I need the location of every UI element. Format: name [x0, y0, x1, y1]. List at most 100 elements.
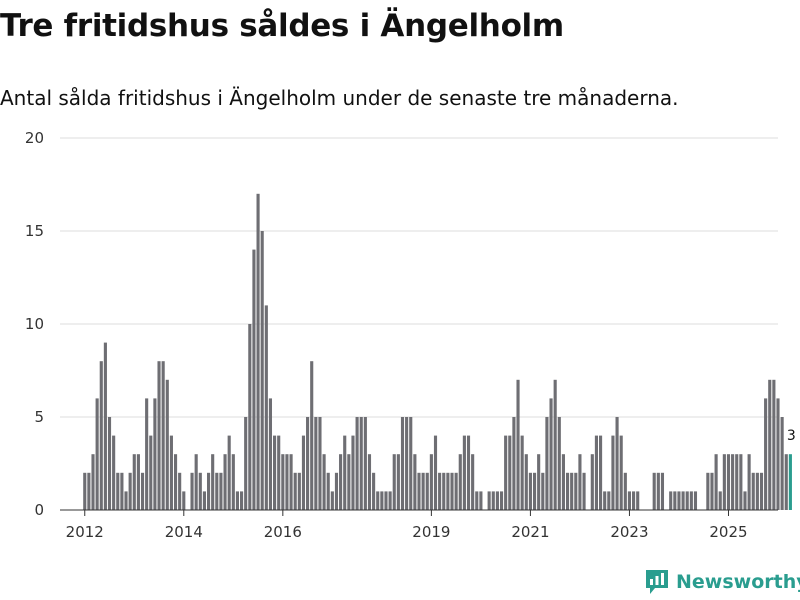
bar [367, 454, 372, 510]
bar [235, 491, 239, 510]
bar [83, 472, 87, 510]
x-tick-label: 2012 [66, 523, 104, 541]
bar [677, 491, 681, 510]
bar [310, 361, 314, 510]
bar [182, 491, 186, 510]
bar [532, 472, 537, 510]
bar [326, 472, 330, 510]
bar [264, 305, 268, 510]
bar [714, 454, 718, 510]
bar [417, 472, 421, 510]
bar [429, 454, 433, 510]
bar [380, 491, 384, 510]
newsworthy-logo-icon [646, 570, 668, 594]
bar [140, 472, 145, 510]
bar [504, 435, 508, 510]
bar [693, 491, 698, 510]
bar [421, 472, 425, 510]
bar [153, 398, 157, 510]
bar [107, 417, 112, 510]
x-tick-label: 2025 [709, 523, 747, 541]
bars [83, 193, 792, 511]
bar [256, 193, 260, 511]
bar [351, 435, 355, 510]
bar [355, 417, 359, 510]
bar [660, 472, 665, 510]
bar [491, 491, 495, 510]
chart-title: Tre fritidshus såldes i Ängelholm [0, 8, 564, 44]
bar [285, 454, 289, 510]
bar [91, 454, 95, 510]
bar [619, 435, 623, 510]
bar [268, 398, 273, 510]
bar [776, 398, 780, 510]
bar [194, 454, 198, 510]
bar [553, 379, 557, 510]
bar [281, 454, 285, 510]
bar [466, 435, 471, 510]
bar [479, 491, 483, 510]
bar [450, 472, 454, 510]
bar [508, 435, 512, 510]
bar [190, 472, 194, 510]
bar [173, 454, 178, 510]
bar [347, 454, 351, 510]
x-tick-label: 2014 [165, 523, 203, 541]
y-tick-label: 10 [25, 315, 44, 333]
x-tick-label: 2019 [412, 523, 450, 541]
bar [322, 454, 326, 510]
bar [372, 472, 376, 510]
bar [223, 454, 227, 510]
bar [537, 454, 541, 510]
bar [306, 417, 310, 510]
bar [574, 472, 578, 510]
bar [520, 435, 524, 510]
bar [582, 472, 586, 510]
bar [240, 491, 244, 510]
y-tick-label: 15 [25, 222, 44, 240]
bar [590, 454, 594, 510]
bar [384, 491, 388, 510]
bar [112, 435, 116, 510]
bar [545, 417, 549, 510]
bar [297, 472, 301, 510]
chart-subtitle: Antal sålda fritidshus i Ängelholm under… [0, 86, 679, 110]
bar [739, 454, 743, 510]
bar [409, 417, 413, 510]
bar [149, 435, 153, 510]
bar [565, 472, 570, 510]
bar [611, 435, 615, 510]
bar [260, 231, 264, 510]
bar [747, 454, 751, 510]
bar [392, 454, 396, 510]
bar [516, 379, 520, 510]
bar [425, 472, 429, 510]
bar [289, 454, 293, 510]
bar [446, 472, 450, 510]
bar [603, 491, 607, 510]
bar [396, 454, 400, 510]
y-tick-label: 0 [34, 501, 44, 519]
y-tick-label: 5 [34, 408, 44, 426]
bar [594, 435, 598, 510]
bar [735, 454, 739, 510]
bar [206, 472, 211, 510]
bar [524, 454, 528, 510]
bar [99, 361, 103, 510]
newsworthy-brand[interactable]: Newsworthy [644, 568, 800, 596]
bar [388, 491, 392, 510]
bar [363, 417, 367, 510]
bar [359, 417, 363, 510]
bar [339, 454, 343, 510]
bar [541, 472, 545, 510]
gridlines [60, 137, 778, 418]
bar [277, 435, 281, 510]
bar [607, 491, 611, 510]
bar [623, 472, 627, 510]
bar [211, 454, 215, 510]
bar [615, 417, 619, 510]
bar [219, 472, 223, 510]
bar [136, 454, 140, 510]
data-label: 3 [787, 428, 796, 444]
